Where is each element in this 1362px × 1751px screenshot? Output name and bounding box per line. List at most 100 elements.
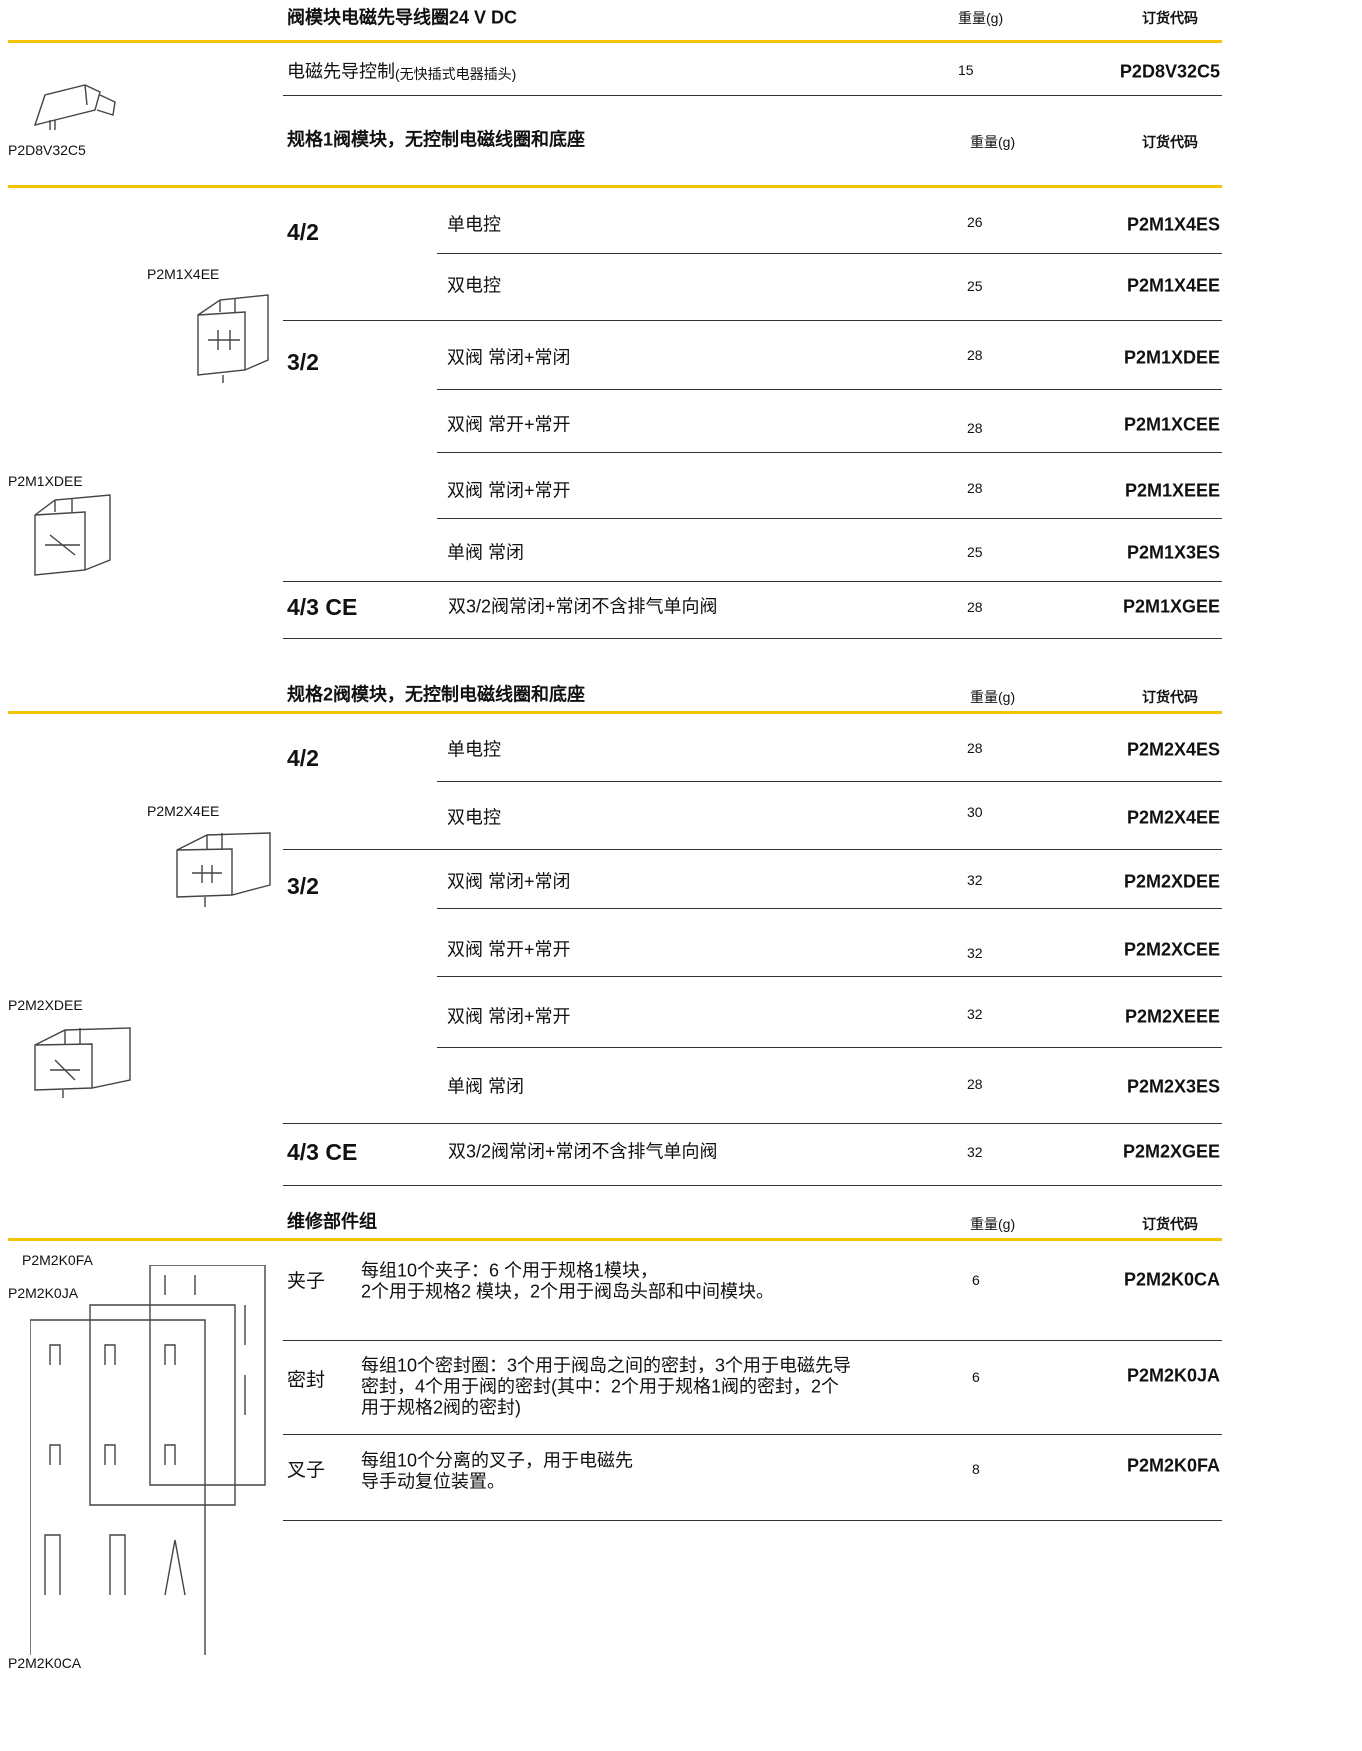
code-header: 订货代码 [1142, 688, 1198, 705]
section-rule [8, 1238, 1222, 1241]
weight-header: 重量(g) [970, 688, 1016, 705]
section-title: 维修部件组 [287, 1211, 377, 1232]
item-description: 双阀 常开+常开 [447, 414, 571, 435]
coil-image [33, 84, 116, 130]
row-rule [283, 1520, 1222, 1521]
image-label: P2M2K0JA [8, 1284, 79, 1301]
valve-type: 3/2 [287, 348, 319, 375]
weight: 6 [972, 1368, 980, 1385]
weight: 28 [967, 739, 983, 756]
image-label: P2M2XDEE [8, 996, 83, 1013]
row-rule [283, 581, 1222, 582]
code-header: 订货代码 [1142, 1215, 1198, 1232]
order-code: P2M1XGEE [1122, 596, 1220, 617]
weight-header: 重量(g) [970, 1215, 1016, 1232]
weight: 28 [967, 598, 983, 615]
section-title: 规格1阀模块，无控制电磁线圈和底座 [287, 129, 586, 150]
item-description: 密封，4个用于阀的密封(其中：2个用于规格1阀的密封，2个 [361, 1376, 840, 1397]
section-rule [8, 40, 1222, 43]
item-description: 单电控 [447, 739, 501, 760]
row-rule [283, 1123, 1222, 1124]
section-rule [8, 185, 1222, 188]
item-description: 单阀 常闭 [447, 542, 525, 563]
row-rule [437, 976, 1222, 977]
item-description: 双3/2阀常闭+常闭不含排气单向阀 [448, 596, 718, 617]
weight: 32 [967, 1143, 983, 1160]
valve-type: 4/3 CE [287, 1138, 358, 1165]
image-label: P2D8V32C5 [8, 141, 86, 158]
row-rule [283, 1340, 1222, 1341]
order-code: P2M2XCEE [1123, 939, 1220, 960]
weight: 28 [967, 419, 983, 436]
order-code: P2D8V32C5 [1119, 61, 1220, 82]
order-code: P2M1XEEE [1124, 480, 1220, 501]
item-description: 双阀 常闭+常闭 [447, 347, 571, 368]
section-title: 阀模块电磁先导线圈24 V DC [287, 7, 518, 28]
order-code: P2M2X4ES [1126, 739, 1220, 760]
part-name: 夹子 [287, 1271, 326, 1293]
item-description: 双阀 常闭+常开 [447, 1006, 571, 1027]
parts-image [30, 1265, 266, 1655]
part-name: 密封 [287, 1370, 326, 1392]
image-label: P2M2X4EE [147, 802, 220, 819]
order-code: P2M2K0FA [1126, 1455, 1220, 1476]
item-description: 双阀 常开+常开 [447, 939, 571, 960]
weight: 28 [967, 346, 983, 363]
section-title: 规格2阀模块，无控制电磁线圈和底座 [287, 684, 586, 705]
order-code: P2M2X3ES [1126, 1076, 1220, 1097]
row-rule [437, 908, 1222, 909]
order-code: P2M1X3ES [1126, 542, 1220, 563]
valve-type: 3/2 [287, 872, 319, 899]
valve-type: 4/2 [287, 744, 319, 771]
order-code: P2M2XEEE [1124, 1006, 1220, 1027]
image-label: P2M2K0FA [22, 1251, 93, 1268]
order-code: P2M1X4ES [1126, 214, 1220, 235]
weight: 32 [967, 871, 983, 888]
weight: 32 [967, 1005, 983, 1022]
weight-header: 重量(g) [958, 9, 1004, 26]
order-code: P2M2K0CA [1123, 1269, 1220, 1290]
module-image [34, 494, 111, 576]
section-rule [8, 711, 1222, 714]
weight: 30 [967, 803, 983, 820]
row-rule [283, 95, 1222, 96]
image-label: P2M1X4EE [147, 265, 220, 282]
row-rule [437, 452, 1222, 453]
order-code: P2M1X4EE [1126, 275, 1220, 296]
item-description: 双电控 [447, 807, 501, 828]
module-image [197, 294, 269, 383]
item-description: 2个用于规格2 模块，2个用于阀岛头部和中间模块。 [361, 1281, 775, 1302]
row-rule [283, 849, 1222, 850]
item-description: 双阀 常闭+常开 [447, 480, 571, 501]
order-code: P2M1XCEE [1123, 414, 1220, 435]
weight: 6 [972, 1271, 980, 1288]
row-rule [437, 389, 1222, 390]
item-description: 用于规格2阀的密封) [361, 1397, 522, 1418]
weight: 28 [967, 479, 983, 496]
weight: 8 [972, 1460, 980, 1477]
item-description: 每组10个密封圈：3个用于阀岛之间的密封，3个用于电磁先导 [361, 1355, 852, 1376]
item-description: 导手动复位装置。 [361, 1471, 505, 1492]
order-code: P2M1XDEE [1123, 347, 1220, 368]
order-code: P2M2K0JA [1126, 1365, 1220, 1386]
item-note: (无快插式电器插头) [395, 65, 517, 82]
weight: 28 [967, 1075, 983, 1092]
order-code: P2M2XGEE [1122, 1141, 1220, 1162]
weight: 32 [967, 944, 983, 961]
row-rule [437, 1047, 1222, 1048]
weight-header: 重量(g) [970, 133, 1016, 150]
weight: 25 [967, 277, 983, 294]
code-header: 订货代码 [1142, 9, 1198, 26]
weight: 25 [967, 543, 983, 560]
row-rule [283, 1185, 1222, 1186]
item-description: 单电控 [447, 214, 501, 235]
order-code: P2M2X4EE [1126, 807, 1220, 828]
weight: 26 [967, 213, 983, 230]
item-description: 每组10个分离的叉子，用于电磁先 [361, 1450, 634, 1471]
valve-type: 4/2 [287, 218, 319, 245]
item-description: 单阀 常闭 [447, 1076, 525, 1097]
item-description: 电磁先导控制 [287, 61, 395, 82]
weight: 15 [958, 61, 974, 78]
module-image [34, 1027, 131, 1098]
row-rule [437, 781, 1222, 782]
